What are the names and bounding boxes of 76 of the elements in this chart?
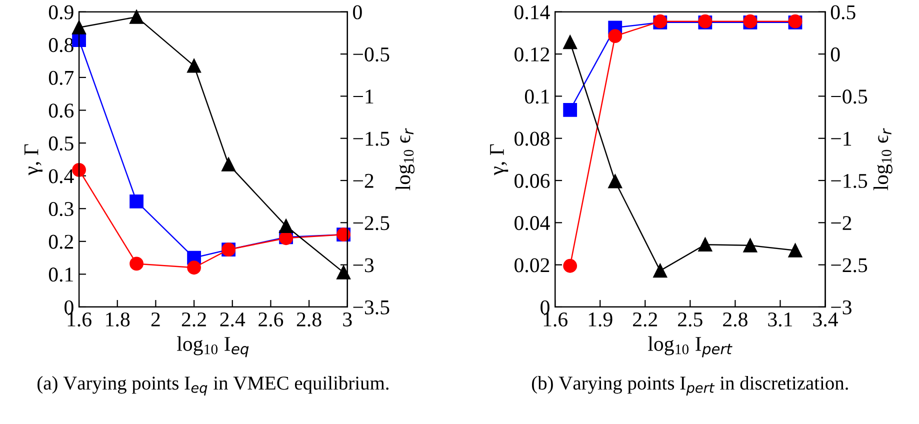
y2-tick-label: −1.5 (353, 132, 390, 146)
y2-tick-label: 0.5 (830, 5, 856, 20)
x-axis-title: log$_{10}$ I$_{eq}$ (177, 336, 249, 358)
y-tick-label: 0.7 (48, 70, 74, 85)
point (563, 258, 578, 273)
y2-tick-label: −2.5 (353, 216, 390, 230)
y-axis-title: γ, Γ (490, 144, 508, 176)
point (187, 260, 201, 275)
y-tick-label: 0.9 (48, 5, 74, 20)
y-tick-label: 0.1 (48, 268, 73, 282)
y2-axis-title: log$_{10}$ ϵ$_{r}$ (873, 128, 892, 190)
x-tick-label: 2.2 (633, 312, 658, 327)
point (187, 58, 201, 73)
y-tick-label: 0.5 (48, 136, 74, 151)
x-tick-label: 2.2 (182, 312, 206, 327)
y2-tick-label: −1 (831, 132, 852, 146)
y-tick-label: 0.02 (514, 258, 550, 272)
y2-tick-label: −0.5 (353, 47, 390, 62)
point (698, 238, 712, 252)
y2-tick-label: −2 (353, 174, 374, 188)
y-tick-label: 0.04 (514, 216, 550, 230)
point (743, 238, 758, 252)
y2-tick-label: −3.5 (353, 300, 390, 314)
y-tick-label: 0.14 (514, 5, 550, 20)
x-tick-label: 1.6 (544, 312, 568, 327)
point (72, 162, 86, 177)
x-tick-label: 3.1 (768, 312, 792, 327)
x-tick-label: 2 (151, 312, 160, 326)
y-tick-label: 0 (64, 300, 74, 314)
y2-tick-label: 0 (353, 5, 362, 20)
y-tick-label: 0.08 (514, 132, 550, 146)
y-tick-label: 0.4 (48, 169, 74, 184)
point (279, 219, 293, 233)
x-tick-label: 3.4 (813, 312, 838, 327)
y2-tick-label: −1 (353, 90, 374, 104)
x-tick-label: 2.6 (258, 312, 284, 327)
point (130, 256, 144, 271)
point (608, 29, 622, 44)
point (608, 174, 622, 188)
y2-tick-label: −3 (831, 300, 852, 314)
x-tick-label: 2.8 (723, 312, 748, 327)
y-tick-label: 0.8 (48, 38, 74, 52)
point (788, 244, 802, 258)
y-tick-label: 0.2 (48, 234, 74, 249)
y2-tick-label: −3 (353, 258, 374, 272)
point (222, 158, 236, 172)
text: (a) Varying points I$_{eq}$ in VMEC equilibrium. (38, 376, 388, 396)
y-tick-label: 0.12 (514, 47, 550, 62)
y2-tick-label: −2.5 (831, 258, 868, 272)
x-tick-label: 1.8 (106, 312, 130, 327)
point (72, 20, 86, 34)
y-tick-label: 0.6 (48, 104, 74, 118)
text: (b) Varying points I$_{pert}$ in discretization. (532, 376, 848, 396)
x-tick-label: 1.6 (68, 312, 92, 327)
y-tick-label: 0.1 (524, 90, 549, 104)
x-axis-title: log$_{10}$ I$_{pert}$ (648, 336, 732, 358)
point (336, 265, 350, 280)
x-tick-label: 2.4 (220, 312, 246, 327)
point (653, 264, 668, 278)
point (563, 102, 578, 117)
y-tick-label: 0.06 (514, 174, 550, 188)
y2-tick-label: 0 (830, 47, 840, 62)
y2-tick-label: −2 (831, 216, 852, 230)
y-tick-label: 0 (540, 300, 550, 314)
y2-axis-title: log$_{10}$ ϵ$_{r}$ (396, 128, 415, 190)
point (130, 194, 144, 208)
y-tick-label: 0.3 (48, 202, 74, 216)
y-axis-title: γ, Γ (24, 144, 43, 176)
y2-tick-label: −1.5 (831, 174, 868, 188)
x-tick-label: 1.9 (588, 312, 612, 327)
point (563, 35, 578, 50)
y2-tick-label: −0.5 (831, 90, 868, 104)
x-tick-label: 2.8 (296, 312, 322, 327)
x-tick-label: 3 (343, 312, 352, 326)
point (130, 10, 144, 24)
x-tick-label: 2.5 (678, 312, 702, 327)
